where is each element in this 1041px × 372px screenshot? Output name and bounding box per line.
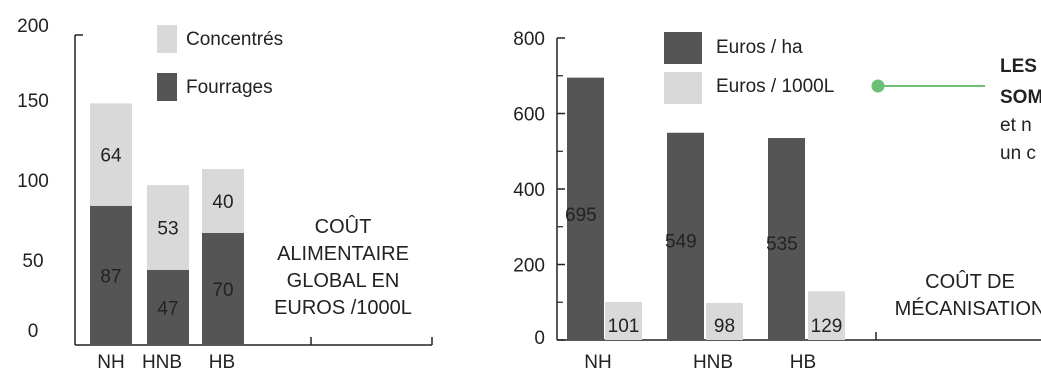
left-bar-segment xyxy=(202,169,244,233)
left-title-line-3: GLOBAL EN xyxy=(287,270,400,292)
left-data-label: 53 xyxy=(157,218,178,239)
callout-line-2: SOM xyxy=(1000,87,1041,108)
right-data-label: 535 xyxy=(766,234,798,255)
left-bar-segment xyxy=(90,103,132,206)
legend-swatch-euros-1000l xyxy=(664,72,702,104)
legend-swatch-concentres xyxy=(157,25,177,53)
left-title-line-1: COÛT xyxy=(315,215,372,238)
right-x-tick-label: HB xyxy=(790,352,816,372)
left-title-line-2: ALIMENTAIRE xyxy=(277,243,409,265)
left-data-label: 47 xyxy=(157,298,178,319)
right-title-line-2: MÉCANISATION xyxy=(895,297,1041,320)
right-bar xyxy=(808,291,845,340)
right-x-tick-label: NH xyxy=(584,352,611,372)
left-chart: 0 50 100 150 200 87 64 47 53 70 40 NH HNB HB Concen… xyxy=(17,16,433,372)
left-y-tick-label: 100 xyxy=(17,171,49,192)
left-data-label: 70 xyxy=(212,280,233,301)
legend-label-euros-1000l: Euros / 1000L xyxy=(716,76,834,97)
callout-line-3: et n xyxy=(1000,115,1032,136)
right-data-label: 101 xyxy=(608,316,640,337)
left-bar-segment xyxy=(147,185,189,270)
right-bar xyxy=(768,138,805,340)
right-bar xyxy=(667,132,704,340)
right-y-tick-label: 200 xyxy=(513,256,545,277)
left-y-tick-label: 0 xyxy=(28,321,39,342)
right-bar xyxy=(567,77,604,340)
legend-label-concentres: Concentrés xyxy=(186,29,283,50)
left-bar-segment xyxy=(90,205,132,345)
legend-label-fourrages: Fourrages xyxy=(186,77,273,98)
left-data-label: 64 xyxy=(100,146,122,167)
callout-line-4: un c xyxy=(1000,143,1036,164)
left-y-tick-label: 150 xyxy=(17,91,49,112)
right-bar xyxy=(706,303,743,340)
legend-swatch-euros-ha xyxy=(664,32,702,64)
left-data-label: 87 xyxy=(100,266,121,287)
callout-line-1: LES xyxy=(1000,56,1037,77)
right-data-label: 129 xyxy=(811,316,843,337)
left-y-tick-label: 200 xyxy=(17,16,49,37)
left-bar-segment xyxy=(202,233,244,345)
right-y-tick-label: 400 xyxy=(513,180,545,201)
right-x-tick-label: HNB xyxy=(693,352,733,372)
right-y-tick-label: 800 xyxy=(513,29,545,50)
legend-label-euros-ha: Euros / ha xyxy=(716,37,803,58)
left-x-tick-label: NH xyxy=(97,352,124,372)
right-data-label: 695 xyxy=(565,205,597,226)
left-x-tick-label: HB xyxy=(209,352,235,372)
right-y-tick-label: 600 xyxy=(513,105,545,126)
left-data-label: 40 xyxy=(212,192,233,213)
legend-swatch-fourrages xyxy=(157,73,177,101)
left-x-tick-label: HNB xyxy=(142,352,182,372)
right-y-tick-label: 0 xyxy=(534,328,545,349)
left-y-tick-label: 50 xyxy=(22,251,43,272)
right-data-label: 98 xyxy=(714,316,735,337)
left-bar-segment xyxy=(147,269,189,345)
right-bar xyxy=(605,301,642,340)
right-title-line-1: COÛT DE xyxy=(925,270,1015,293)
right-data-label: 549 xyxy=(665,232,697,253)
left-title-line-4: EUROS /1000L xyxy=(274,297,412,319)
